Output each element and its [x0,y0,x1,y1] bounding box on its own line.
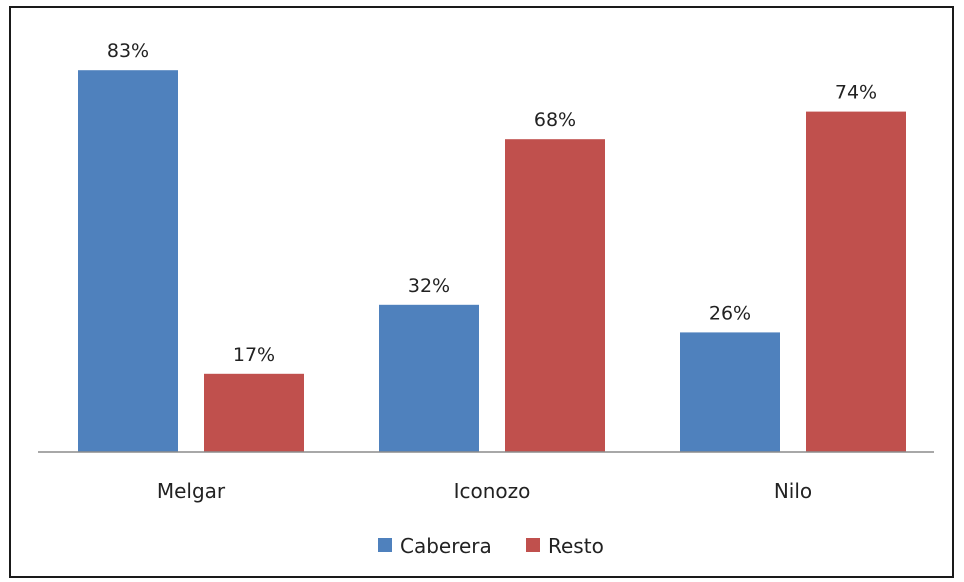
bar-resto-melgar [204,373,304,452]
legend-swatch-resto [526,538,540,552]
data-label-caberera-nilo: 26% [709,302,751,324]
data-label-resto-nilo: 74% [835,82,877,104]
category-label-iconozo: Iconozo [454,479,531,503]
bar-resto-nilo [806,111,906,452]
category-label-melgar: Melgar [157,479,226,503]
data-label-caberera-iconozo: 32% [408,275,450,297]
bar-caberera-iconozo [379,304,479,452]
legend-label-caberera: Caberera [400,534,492,558]
legend-label-resto: Resto [548,534,604,558]
data-labels-group: 83% 17% 32% 68% 26% 74% [107,40,877,366]
data-label-resto-melgar: 17% [233,344,275,366]
bar-caberera-nilo [680,332,780,452]
category-labels-group: Melgar Iconozo Nilo [157,479,812,503]
bars-group [78,70,906,452]
legend: Caberera Resto [378,534,604,558]
bar-resto-iconozo [505,139,605,452]
bar-caberera-melgar [78,70,178,452]
data-label-caberera-melgar: 83% [107,40,149,62]
category-label-nilo: Nilo [774,479,812,503]
data-label-resto-iconozo: 68% [534,109,576,131]
legend-swatch-caberera [378,538,392,552]
